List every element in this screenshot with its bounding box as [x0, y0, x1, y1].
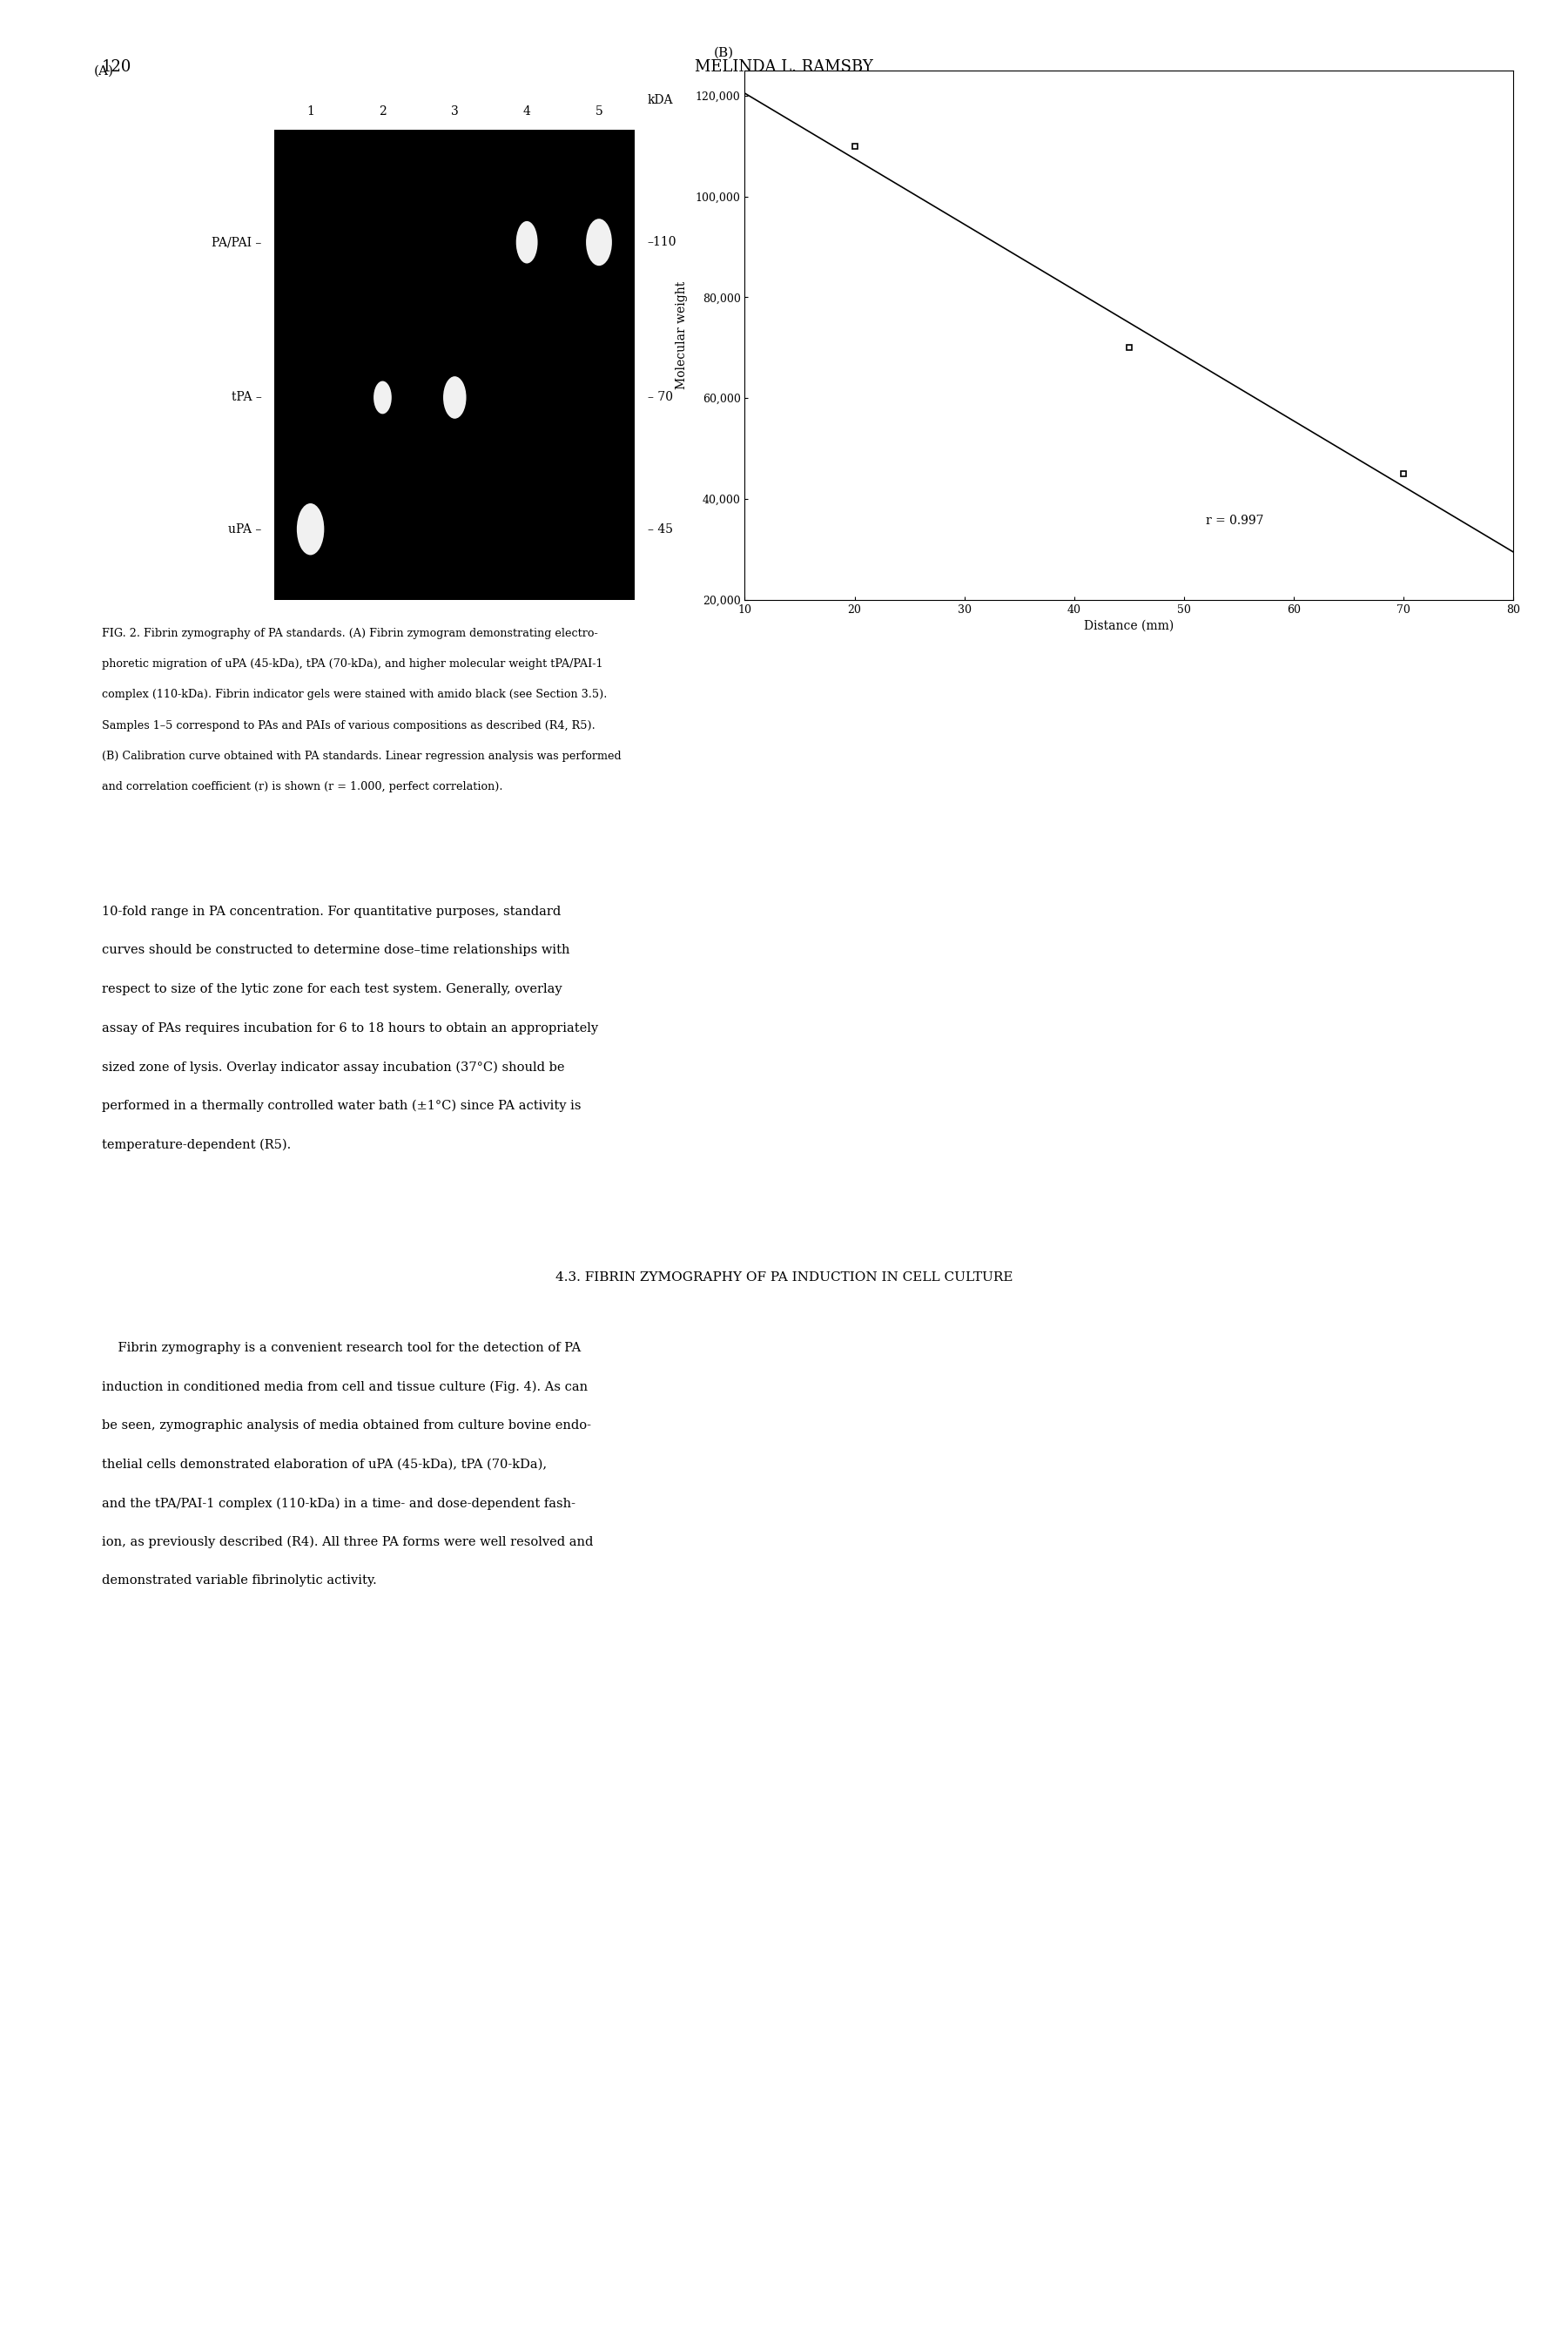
Text: Samples 1–5 correspond to PAs and PAIs of various compositions as described (R4,: Samples 1–5 correspond to PAs and PAIs o… — [102, 720, 596, 731]
Text: 4.3. FIBRIN ZYMOGRAPHY OF PA INDUCTION IN CELL CULTURE: 4.3. FIBRIN ZYMOGRAPHY OF PA INDUCTION I… — [555, 1270, 1013, 1284]
Text: PA/PAI –: PA/PAI – — [212, 235, 262, 249]
Text: 1: 1 — [307, 106, 314, 118]
Text: assay of PAs requires incubation for 6 to 18 hours to obtain an appropriately: assay of PAs requires incubation for 6 t… — [102, 1021, 599, 1035]
Text: Fibrin zymography is a convenient research tool for the detection of PA: Fibrin zymography is a convenient resear… — [102, 1341, 582, 1355]
Text: (A): (A) — [94, 66, 114, 78]
Text: demonstrated variable fibrinolytic activity.: demonstrated variable fibrinolytic activ… — [102, 1576, 376, 1588]
Ellipse shape — [444, 376, 466, 419]
Text: temperature-dependent (R5).: temperature-dependent (R5). — [102, 1138, 292, 1150]
Text: ion, as previously described (R4). All three PA forms were well resolved and: ion, as previously described (R4). All t… — [102, 1536, 593, 1548]
Text: FIG. 2. Fibrin zymography of PA standards. (A) Fibrin zymogram demonstrating ele: FIG. 2. Fibrin zymography of PA standard… — [102, 628, 597, 640]
Text: 2: 2 — [379, 106, 386, 118]
Text: be seen, zymographic analysis of media obtained from culture bovine endo-: be seen, zymographic analysis of media o… — [102, 1418, 591, 1432]
Text: 4: 4 — [524, 106, 530, 118]
Ellipse shape — [516, 221, 538, 263]
Text: 3: 3 — [452, 106, 458, 118]
Text: curves should be constructed to determine dose–time relationships with: curves should be constructed to determin… — [102, 943, 569, 957]
Y-axis label: Molecular weight: Molecular weight — [676, 280, 688, 390]
Text: r = 0.997: r = 0.997 — [1206, 515, 1264, 527]
Text: and correlation coefficient (r) is shown (r = 1.000, perfect correlation).: and correlation coefficient (r) is shown… — [102, 781, 503, 793]
Text: complex (110-kDa). Fibrin indicator gels were stained with amido black (see Sect: complex (110-kDa). Fibrin indicator gels… — [102, 689, 607, 701]
Text: (B) Calibration curve obtained with PA standards. Linear regression analysis was: (B) Calibration curve obtained with PA s… — [102, 750, 621, 762]
Text: 10-fold range in PA concentration. For quantitative purposes, standard: 10-fold range in PA concentration. For q… — [102, 906, 561, 917]
Text: thelial cells demonstrated elaboration of uPA (45-kDa), tPA (70-kDa),: thelial cells demonstrated elaboration o… — [102, 1458, 547, 1470]
Ellipse shape — [586, 219, 612, 266]
Text: induction in conditioned media from cell and tissue culture (Fig. 4). As can: induction in conditioned media from cell… — [102, 1381, 588, 1392]
Text: – 45: – 45 — [648, 522, 673, 536]
Text: uPA –: uPA – — [229, 522, 262, 536]
Text: sized zone of lysis. Overlay indicator assay incubation (37°C) should be: sized zone of lysis. Overlay indicator a… — [102, 1061, 564, 1073]
Ellipse shape — [373, 381, 392, 414]
Text: MELINDA L. RAMSBY: MELINDA L. RAMSBY — [695, 59, 873, 75]
Text: 5: 5 — [596, 106, 602, 118]
Text: – 70: – 70 — [648, 390, 673, 405]
Text: and the tPA/PAI-1 complex (110-kDa) in a time- and dose-dependent fash-: and the tPA/PAI-1 complex (110-kDa) in a… — [102, 1498, 575, 1510]
X-axis label: Distance (mm): Distance (mm) — [1083, 621, 1174, 633]
Text: performed in a thermally controlled water bath (±1°C) since PA activity is: performed in a thermally controlled wate… — [102, 1098, 582, 1112]
Ellipse shape — [296, 503, 325, 555]
Text: kDA: kDA — [648, 94, 673, 106]
Text: respect to size of the lytic zone for each test system. Generally, overlay: respect to size of the lytic zone for ea… — [102, 983, 563, 995]
Text: –110: –110 — [648, 235, 677, 249]
Text: tPA –: tPA – — [232, 390, 262, 405]
Text: (B): (B) — [713, 47, 734, 59]
Text: phoretic migration of uPA (45-kDa), tPA (70-kDa), and higher molecular weight tP: phoretic migration of uPA (45-kDa), tPA … — [102, 659, 604, 670]
Text: 120: 120 — [102, 59, 132, 75]
